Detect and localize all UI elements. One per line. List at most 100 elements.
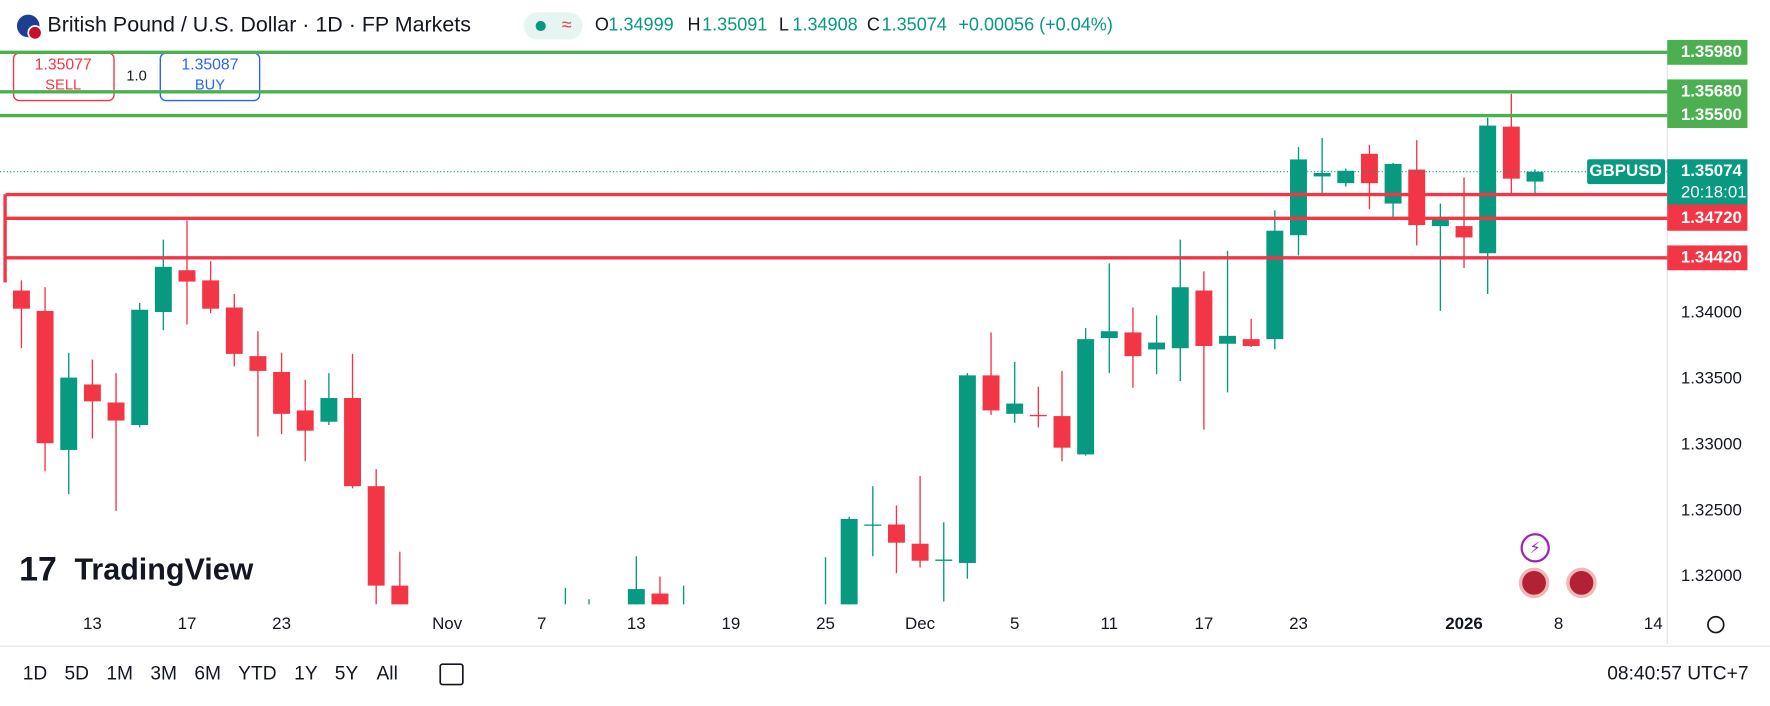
candle-body xyxy=(154,266,172,312)
candle-body xyxy=(202,280,220,309)
quantity: 1.0 xyxy=(126,69,146,85)
x-tick-label: 25 xyxy=(816,614,835,633)
candle-body xyxy=(1502,126,1520,179)
last-price-tag xyxy=(1667,159,1748,205)
candle-body xyxy=(320,398,338,422)
range-button[interactable]: 1D xyxy=(23,663,48,684)
candle-body xyxy=(935,559,953,561)
ohlc-value: 1.35091 xyxy=(702,15,767,35)
ohlc-label: C xyxy=(867,15,880,35)
range-button[interactable]: All xyxy=(377,663,398,684)
level-bracket xyxy=(3,194,7,283)
toolbar: 1D 5D 1M 3M 6M YTD 1Y 5Y All xyxy=(23,663,398,684)
x-tick-label: Dec xyxy=(905,614,936,633)
candle-body xyxy=(1455,226,1473,238)
level-tag xyxy=(1667,245,1748,271)
ohlc-value: 1.34908 xyxy=(792,15,857,35)
range-button[interactable]: YTD xyxy=(238,663,276,684)
candle-body xyxy=(1006,403,1024,414)
x-tick-label: 13 xyxy=(83,614,102,633)
range-button[interactable]: 3M xyxy=(150,663,177,684)
candle-body xyxy=(1266,230,1284,340)
candle-body xyxy=(1408,169,1426,226)
range-button[interactable]: 1Y xyxy=(294,663,318,684)
candle-body xyxy=(1029,414,1047,417)
candle-body xyxy=(249,356,267,371)
candle-body xyxy=(60,377,78,450)
y-tick-label: 1.33500 xyxy=(1681,369,1742,388)
symbol-tag-bg xyxy=(1587,159,1666,185)
ohlc-label: L xyxy=(779,15,789,35)
range-button[interactable]: 6M xyxy=(194,663,221,684)
candle-body xyxy=(887,524,905,543)
candle-body xyxy=(367,486,385,586)
x-tick-label: Nov xyxy=(432,614,463,633)
sell-label: SELL xyxy=(45,78,81,94)
event-icon[interactable] xyxy=(1520,533,1550,563)
x-tick-label: 17 xyxy=(1194,614,1213,633)
countdown: 20:18:01 xyxy=(1681,183,1747,202)
candle-body xyxy=(1313,173,1331,177)
candle-body xyxy=(864,524,882,526)
buy-label: BUY xyxy=(195,78,225,94)
clock: 08:40:57 UTC+7 xyxy=(1607,663,1748,684)
candle-body xyxy=(391,585,409,605)
candle-body xyxy=(1077,339,1095,455)
level-label: 1.35980 xyxy=(1681,42,1742,61)
x-tick-label: 14 xyxy=(1644,614,1663,633)
candle-body xyxy=(1290,159,1307,236)
candle-body xyxy=(1242,339,1260,346)
y-tick-label: 1.33000 xyxy=(1681,434,1742,453)
symbol-tag: GBPUSD xyxy=(1589,161,1661,180)
candle-body xyxy=(1171,287,1189,349)
x-tick-label: 13 xyxy=(627,614,646,633)
candle-body xyxy=(36,310,54,444)
candle-body xyxy=(1431,217,1449,227)
x-tick-label: 23 xyxy=(1289,614,1308,633)
x-tick-label: 11 xyxy=(1101,614,1119,633)
candle-body xyxy=(1053,416,1071,448)
x-tick-label: 8 xyxy=(1554,614,1563,633)
candle-body xyxy=(958,375,976,563)
change: +0.00056 (+0.04%) xyxy=(958,15,1112,35)
range-button[interactable]: 5D xyxy=(64,663,89,684)
event-icon[interactable] xyxy=(1566,567,1597,599)
level-tag xyxy=(1667,79,1748,105)
candle-body xyxy=(225,307,243,354)
level-label: 1.34720 xyxy=(1681,208,1742,227)
y-tick-label: 1.32500 xyxy=(1681,500,1742,519)
candle-body xyxy=(651,593,669,605)
candle-body xyxy=(12,290,30,309)
candle-body xyxy=(1100,331,1118,339)
candle-body xyxy=(1337,170,1355,184)
y-tick-label: 1.32000 xyxy=(1681,566,1742,585)
ohlc-label: O xyxy=(595,15,609,35)
candle-body xyxy=(131,309,149,426)
level-tag xyxy=(1667,205,1748,231)
x-tick-label: 7 xyxy=(537,614,546,633)
range-button[interactable]: 5Y xyxy=(335,663,359,684)
status-icon: ≈ xyxy=(562,15,572,35)
event-icon[interactable] xyxy=(1518,567,1550,599)
level-label: 1.35680 xyxy=(1681,81,1742,100)
candle-body xyxy=(840,518,858,605)
level-tag xyxy=(1667,39,1748,65)
candle-body xyxy=(627,589,645,605)
symbol-title: British Pound / U.S. Dollar · 1D · FP Ma… xyxy=(47,13,471,37)
range-button[interactable]: 1M xyxy=(106,663,133,684)
y-tick-label: 1.34000 xyxy=(1681,303,1742,322)
x-tick-label: 2026 xyxy=(1445,614,1483,633)
watermark: TradingView xyxy=(75,553,254,587)
settings-icon[interactable] xyxy=(1707,615,1725,634)
x-tick-label: 5 xyxy=(1010,614,1019,633)
status-pill[interactable] xyxy=(523,12,583,40)
level-tag xyxy=(1667,103,1748,128)
ohlc-value: 1.34999 xyxy=(608,15,673,35)
candle-body xyxy=(1219,335,1237,344)
candle-body xyxy=(1148,342,1166,350)
candle-body xyxy=(1195,290,1213,346)
calendar-icon[interactable] xyxy=(439,663,464,686)
ohlc-label: H xyxy=(687,15,700,35)
